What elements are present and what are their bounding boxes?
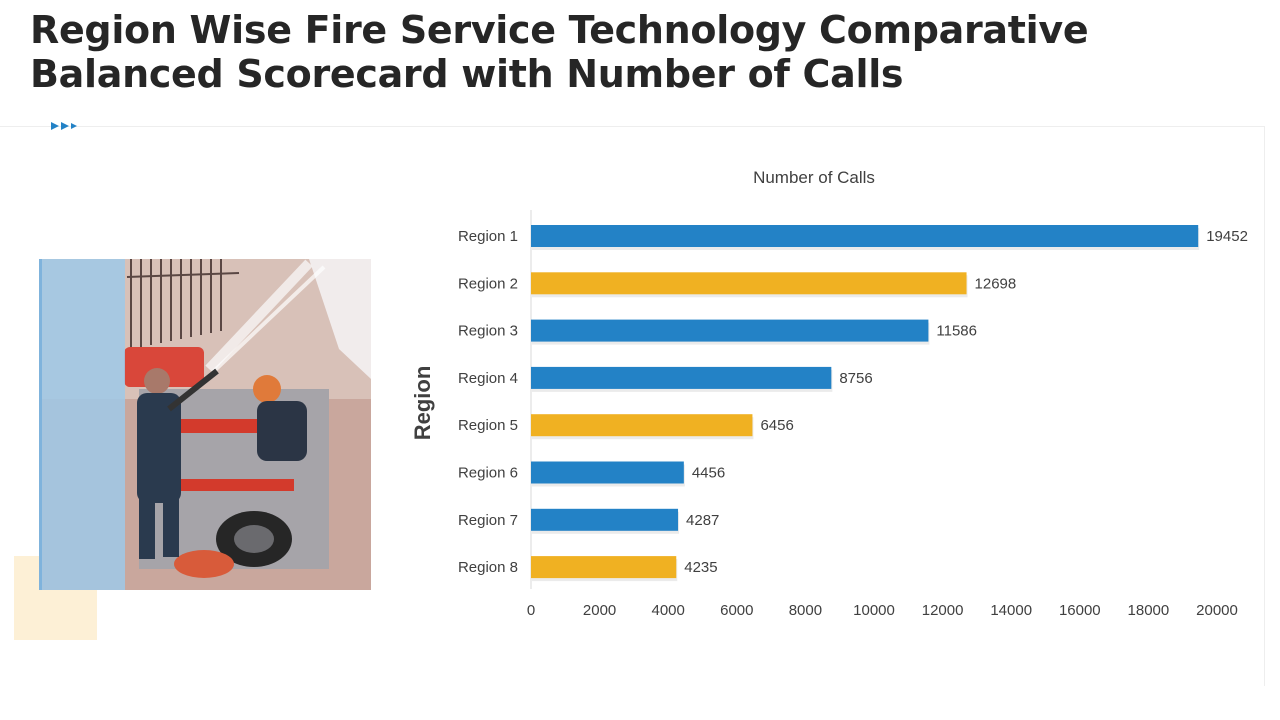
category-label-region-7: Region 7: [458, 512, 518, 529]
x-tick-label: 8000: [789, 602, 822, 619]
x-tick-label: 6000: [720, 602, 753, 619]
bar-region-2: [531, 272, 967, 295]
category-label-region-5: Region 5: [458, 417, 518, 434]
category-label-region-8: Region 8: [458, 559, 518, 576]
category-label-region-2: Region 2: [458, 275, 518, 292]
x-tick-label: 14000: [990, 602, 1032, 619]
x-tick-label: 12000: [922, 602, 964, 619]
slide-title: Region Wise Fire Service Technology Comp…: [30, 8, 1089, 96]
x-tick-label: 18000: [1128, 602, 1170, 619]
firefighter-photo: [39, 259, 371, 590]
frame-right-border: [1264, 126, 1265, 686]
x-tick-label: 10000: [853, 602, 895, 619]
bar-region-6: [531, 461, 684, 484]
data-label-region-8: 4235: [684, 559, 717, 576]
data-label-region-4: 8756: [839, 370, 872, 387]
x-tick-label: 20000: [1196, 602, 1238, 619]
chart-title: Number of Calls: [753, 168, 875, 187]
bar-region-8: [531, 556, 677, 579]
category-label-region-3: Region 3: [458, 323, 518, 340]
data-label-region-5: 6456: [760, 417, 793, 434]
data-label-region-3: 11586: [936, 323, 977, 340]
bar-region-4: [531, 366, 832, 389]
data-label-region-7: 4287: [686, 512, 719, 529]
data-label-region-6: 4456: [692, 465, 725, 482]
bar-region-5: [531, 414, 753, 437]
triple-play-arrows-icon: [51, 122, 77, 130]
category-label-region-1: Region 1: [458, 228, 518, 245]
x-tick-label: 16000: [1059, 602, 1101, 619]
x-tick-label: 2000: [583, 602, 616, 619]
y-axis-label: Region: [410, 366, 435, 441]
title-divider: [0, 126, 1265, 127]
data-label-region-2: 12698: [975, 275, 1017, 292]
bar-region-3: [531, 319, 929, 342]
category-label-region-6: Region 6: [458, 465, 518, 482]
number-of-calls-chart: Number of Calls Region Region 1 Region 2 R…: [410, 168, 1248, 619]
x-tick-label: 4000: [652, 602, 685, 619]
data-label-region-1: 19452: [1206, 228, 1248, 245]
bar-region-7: [531, 508, 679, 531]
x-tick-label: 0: [527, 602, 535, 619]
category-label-region-4: Region 4: [458, 370, 518, 387]
bar-region-1: [531, 225, 1199, 247]
